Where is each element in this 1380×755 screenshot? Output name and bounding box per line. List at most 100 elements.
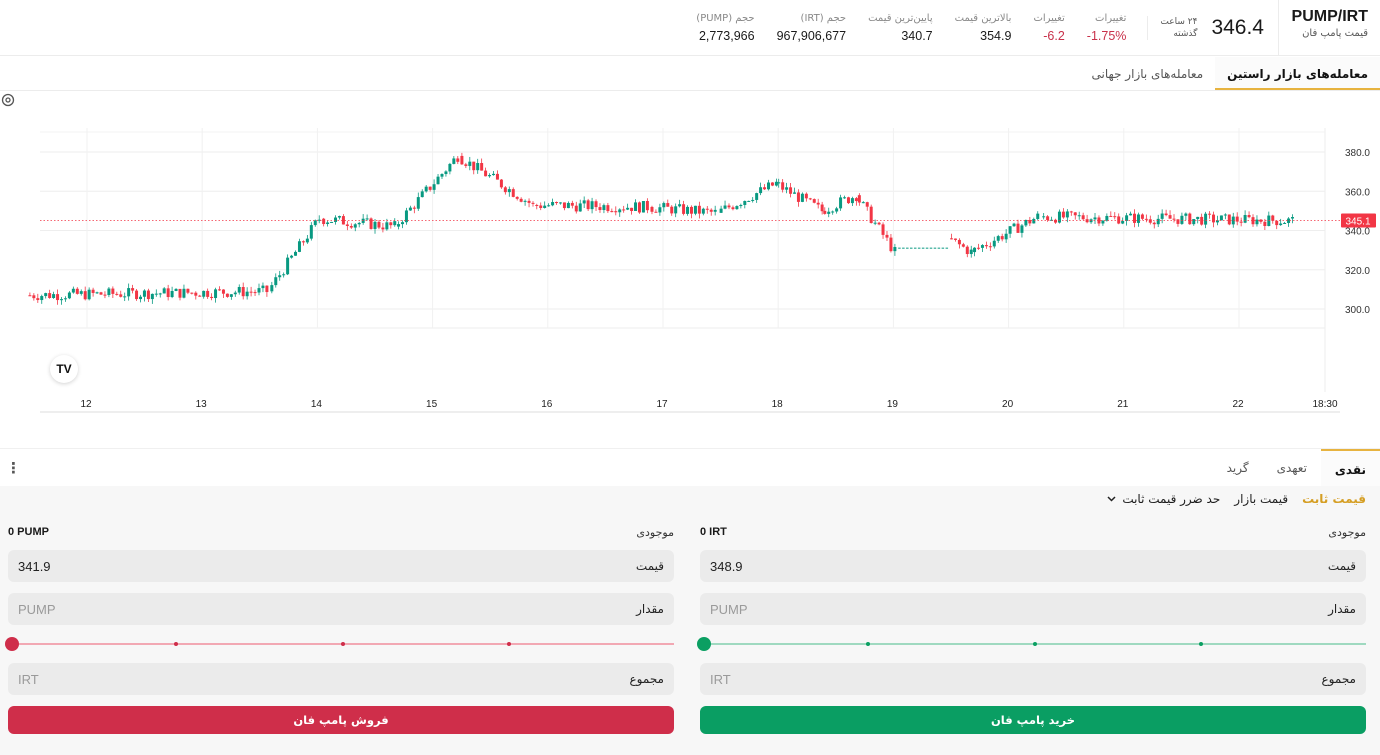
candle — [1259, 219, 1263, 222]
tab-global-trades[interactable]: معامله‌های بازار جهانی — [1091, 67, 1204, 81]
tradingview-logo[interactable]: TV — [50, 355, 78, 383]
candle — [650, 206, 654, 212]
candle — [416, 197, 420, 209]
x-tick-label: 14 — [311, 399, 323, 410]
candle — [369, 218, 373, 229]
candle — [662, 203, 666, 208]
buy-percent-slider[interactable] — [697, 633, 1366, 655]
candle — [622, 209, 626, 211]
more-options-icon[interactable]: ⋮ — [6, 459, 21, 477]
tab-grid[interactable]: گرید — [1226, 461, 1249, 475]
candle — [202, 290, 206, 297]
candle — [1097, 217, 1101, 224]
candle — [309, 225, 313, 239]
slider-step-dot[interactable] — [174, 642, 178, 646]
slider-step-dot[interactable] — [507, 642, 511, 646]
candle — [1144, 218, 1148, 220]
candle — [1004, 233, 1008, 240]
stat-change-percent: تغییرات -1.75% — [1076, 13, 1138, 43]
candle — [313, 220, 317, 226]
slider-step-dot[interactable] — [866, 642, 870, 646]
x-tick-label: 19 — [887, 399, 899, 410]
candle — [816, 202, 820, 205]
sell-button[interactable]: فروش پامپ فان — [8, 706, 674, 734]
slider-handle[interactable] — [5, 637, 19, 651]
slider-step-dot[interactable] — [1033, 642, 1037, 646]
tab-margin[interactable]: تعهدی — [1276, 461, 1307, 475]
candle — [843, 197, 847, 199]
candle — [877, 222, 881, 225]
candle — [992, 240, 996, 247]
candle — [1148, 219, 1152, 223]
tab-cash[interactable]: نقدی — [1320, 449, 1380, 486]
candle — [1024, 219, 1028, 226]
candle — [404, 210, 408, 223]
slider-step-dot[interactable] — [1199, 642, 1203, 646]
candle — [1180, 215, 1184, 224]
candle — [869, 206, 873, 224]
candle — [278, 275, 282, 278]
candlestick-chart[interactable]: 380.0 360.0 340.0 320.0 300.0 12 13 14 15 16 17 18 1… — [0, 92, 1380, 442]
candle — [1125, 215, 1129, 221]
candle — [326, 222, 330, 225]
candle — [282, 274, 286, 276]
slider-step-dot[interactable] — [341, 642, 345, 646]
candle — [241, 287, 245, 297]
stat-label: حجم (IRT) — [800, 12, 847, 24]
stat-value: 340.7 — [901, 28, 933, 43]
candle — [562, 202, 566, 209]
sell-total-field[interactable]: IRT مجموع — [8, 663, 674, 695]
candle — [570, 202, 574, 206]
sell-price-field[interactable]: 341.9 قیمت — [8, 550, 674, 582]
candle — [781, 182, 785, 190]
candle — [503, 187, 507, 193]
order-type-market[interactable]: قیمت بازار — [1234, 492, 1289, 506]
candle — [1061, 211, 1065, 218]
candle — [590, 201, 594, 210]
candle — [1140, 214, 1144, 219]
period-line-1: ۲۴ ساعت — [1160, 16, 1198, 27]
tab-market-trades[interactable]: معامله‌های بازار راستین — [1215, 57, 1380, 90]
price-chart[interactable]: 380.0 360.0 340.0 320.0 300.0 12 13 14 15 16 17 18 1… — [0, 92, 1380, 442]
buy-button[interactable]: خرید پامپ فان — [700, 706, 1366, 734]
candle — [249, 291, 253, 293]
slider-handle[interactable] — [697, 637, 711, 651]
candle — [1121, 220, 1125, 224]
candle — [397, 224, 401, 227]
buy-total-field[interactable]: IRT مجموع — [700, 663, 1366, 695]
candle — [614, 211, 618, 213]
candle — [330, 221, 334, 223]
candle — [743, 200, 747, 205]
stat-value: 354.9 — [980, 28, 1012, 43]
sell-percent-slider[interactable] — [5, 633, 674, 655]
candle — [150, 293, 154, 300]
candle — [727, 205, 731, 208]
chart-settings-icon[interactable] — [0, 92, 16, 108]
buy-price-value: 348.9 — [710, 558, 743, 574]
order-mode-tabs: نقدی تعهدی گرید ⋮ — [0, 448, 1380, 486]
candle — [190, 292, 194, 294]
candle — [511, 189, 515, 197]
sell-amount-field[interactable]: PUMP مقدار — [8, 593, 674, 625]
candle — [1042, 216, 1046, 218]
candle — [719, 208, 723, 213]
buy-balance: 0 IRT موجودی — [700, 526, 1366, 540]
candle — [1255, 219, 1259, 225]
candle — [1016, 223, 1020, 233]
candle — [523, 200, 527, 202]
buy-amount-field[interactable]: PUMP مقدار — [700, 593, 1366, 625]
candle — [170, 290, 174, 298]
candle — [1279, 223, 1283, 226]
candle — [1133, 213, 1137, 223]
order-type-stop-limit-dropdown[interactable]: حد ضرر قیمت ثابت — [1107, 492, 1220, 506]
candle — [353, 224, 357, 228]
candle — [950, 238, 953, 240]
candle — [472, 161, 476, 171]
candle — [1247, 215, 1251, 218]
order-type-limit[interactable]: قیمت ثابت — [1302, 492, 1366, 506]
pair-selector[interactable]: PUMP/IRT قیمت پامپ فان — [1278, 0, 1380, 56]
buy-price-field[interactable]: 348.9 قیمت — [700, 550, 1366, 582]
candle — [91, 289, 95, 293]
period-label: ۲۴ ساعت گذشته — [1147, 15, 1198, 40]
candle — [28, 295, 32, 297]
